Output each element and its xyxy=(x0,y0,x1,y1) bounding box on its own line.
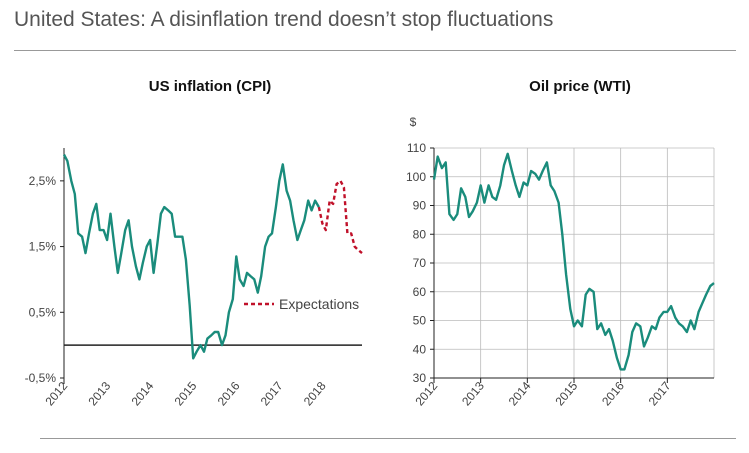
title-divider xyxy=(14,50,736,51)
cpi-x-tick-label: 2016 xyxy=(215,379,243,409)
page-title: United States: A disinflation trend does… xyxy=(14,8,554,31)
oil-y-tick-label: 60 xyxy=(413,285,427,299)
oil-y-unit-label: $ xyxy=(410,115,417,129)
cpi-y-tick-label: -0,5% xyxy=(25,371,57,385)
cpi-x-tick-label: 2018 xyxy=(301,379,329,409)
oil-x-tick-label: 2015 xyxy=(552,379,580,409)
oil-series-line xyxy=(432,152,715,371)
cpi-chart-title: US inflation (CPI) xyxy=(148,78,272,95)
expectations-legend-label: Expectations xyxy=(279,296,359,312)
oil-x-tick-label: 2017 xyxy=(646,379,674,409)
oil-y-tick-label: 30 xyxy=(413,371,427,385)
cpi-y-tick-label: 2,5% xyxy=(29,174,57,188)
cpi-x-tick-label: 2015 xyxy=(172,379,200,409)
cpi-y-tick-label: 0,5% xyxy=(29,305,57,319)
oil-y-tick-label: 40 xyxy=(413,342,427,356)
bottom-divider xyxy=(40,438,736,439)
cpi-x-tick-label: 2017 xyxy=(258,379,286,409)
oil-x-tick-label: 2016 xyxy=(599,379,627,409)
cpi-y-tick-label: 1,5% xyxy=(29,240,57,254)
oil-x-tick-label: 2014 xyxy=(506,379,534,409)
oil-y-tick-label: 90 xyxy=(413,199,427,213)
cpi-x-tick-label: 2013 xyxy=(85,379,113,409)
oil-y-tick-label: 70 xyxy=(413,256,427,270)
oil-chart-title: Oil price (WTI) xyxy=(529,78,631,95)
oil-y-tick-label: 110 xyxy=(407,141,426,155)
cpi-series-line xyxy=(62,154,320,360)
oil-y-tick-label: 80 xyxy=(413,227,427,241)
cpi-x-tick-label: 2014 xyxy=(129,379,157,409)
oil-x-tick-label: 2013 xyxy=(459,379,487,409)
expectations-series-line xyxy=(317,179,363,255)
oil-y-tick-label: 50 xyxy=(413,314,427,328)
oil-y-tick-label: 100 xyxy=(406,170,426,184)
